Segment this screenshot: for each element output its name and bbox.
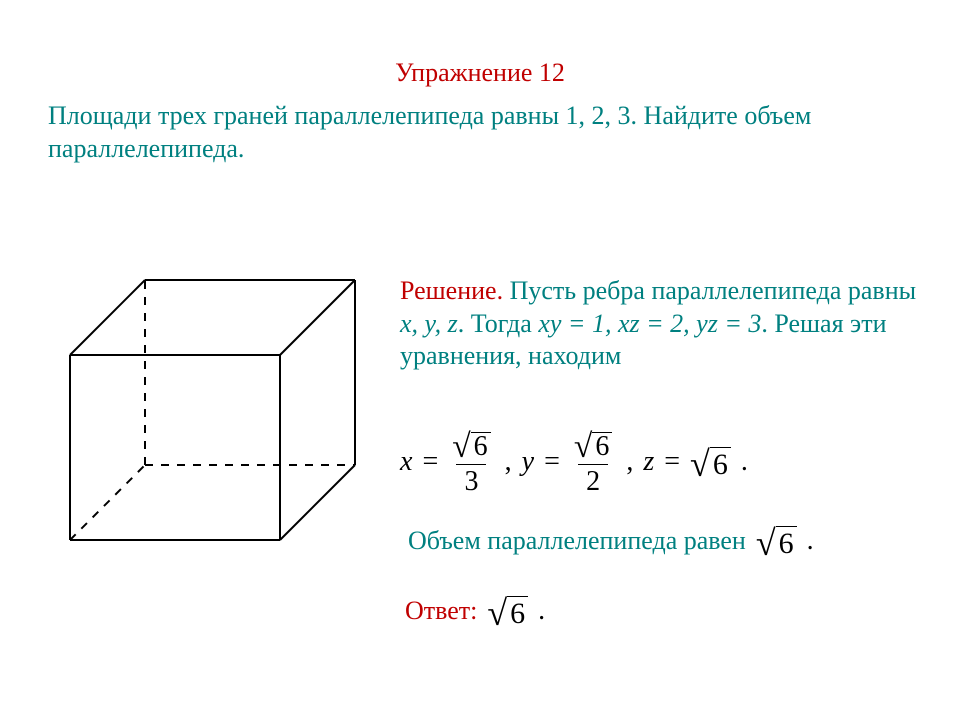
den-x: 3 <box>456 464 486 496</box>
exercise-title: Упражнение 12 <box>0 58 960 88</box>
sqrt-volume: √6 <box>756 520 797 562</box>
parallelepiped-diagram <box>50 270 370 560</box>
solution-part2: . Тогда <box>458 309 539 338</box>
solution-eqs: xy = 1, xz = 2, yz = 3 <box>538 309 761 338</box>
problem-statement: Площади трех граней параллелепипеда равн… <box>48 100 908 165</box>
answer-line: Ответ: √6. <box>405 590 545 632</box>
den-y: 2 <box>578 464 608 496</box>
sqrt-answer: √6 <box>487 590 528 632</box>
solution-text: Решение. Пусть ребра параллелепипеда рав… <box>400 275 930 373</box>
var-y: y <box>522 446 534 478</box>
sqrt-x-num: 6 <box>471 432 491 461</box>
volume-statement: Объем параллелепипеда равен √6. <box>408 520 948 562</box>
sqrt-y-num: 6 <box>592 432 612 461</box>
period-vol: . <box>807 525 814 557</box>
var-z: z <box>643 446 654 478</box>
sqrt-z: √6 <box>690 441 731 483</box>
formula-xyz: x = √6 3 , y = √6 2 , z = √6. <box>400 428 930 496</box>
comma1: , <box>505 446 512 478</box>
period-z: . <box>741 446 748 478</box>
volume-text: Объем параллелепипеда равен <box>408 526 746 556</box>
solution-part1: Пусть ребра параллелепипеда равны <box>503 276 916 305</box>
comma2: , <box>626 446 633 478</box>
eq1: = <box>422 446 438 478</box>
answer-label: Ответ: <box>405 596 477 626</box>
solution-vars: x, y, z <box>400 309 458 338</box>
eq3: = <box>664 446 680 478</box>
period-ans: . <box>538 595 545 627</box>
solution-prefix: Решение. <box>400 276 503 305</box>
var-x: x <box>400 446 412 478</box>
frac-y: √6 2 <box>570 428 616 496</box>
frac-x: √6 3 <box>448 428 494 496</box>
eq2: = <box>544 446 560 478</box>
